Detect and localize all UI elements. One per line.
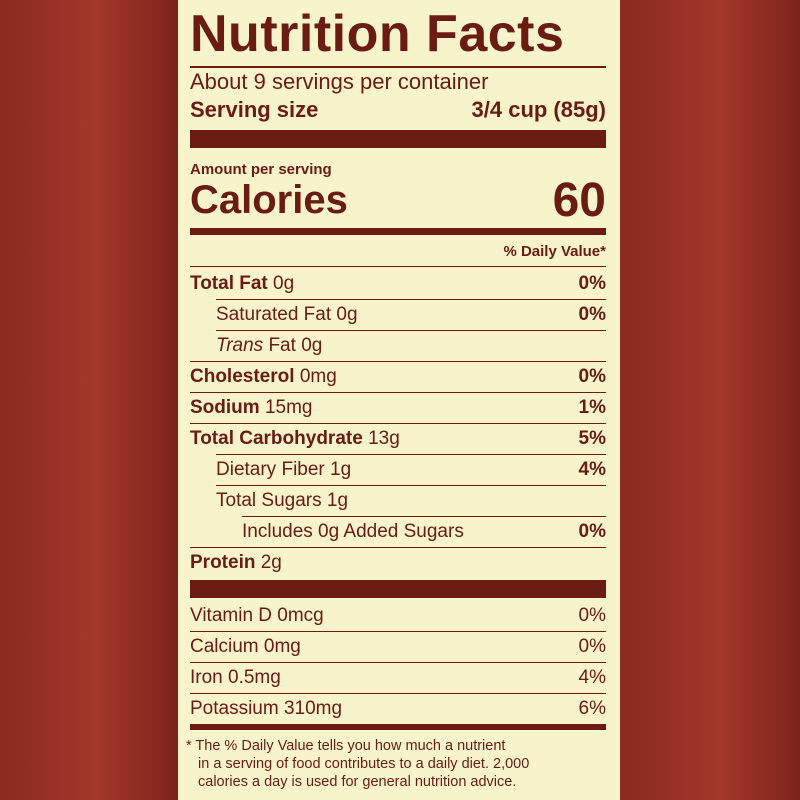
nutrient-amount: 0g bbox=[273, 272, 295, 294]
footnote-line: calories a day is used for general nutri… bbox=[198, 774, 517, 790]
divider bbox=[190, 266, 606, 267]
amount-per-serving: Amount per serving bbox=[190, 161, 332, 178]
label-title: Nutrition Facts bbox=[190, 5, 565, 63]
vitamin-row: Calcium 0mg 0% bbox=[190, 631, 606, 662]
serving-size-value: 3/4 cup (85g) bbox=[471, 97, 606, 122]
nutrient-name: Saturated Fat bbox=[216, 304, 332, 325]
nutrient-name: Includes 0g Added Sugars bbox=[242, 521, 464, 542]
divider-medium bbox=[190, 724, 606, 730]
nutrient-name: Cholesterol bbox=[190, 366, 295, 387]
nutrient-name: Fat bbox=[268, 335, 296, 356]
nutrient-row: Dietary Fiber 1g 4% bbox=[216, 454, 606, 485]
divider-medium bbox=[190, 228, 606, 235]
nutrient-row: Trans Fat 0g bbox=[216, 330, 606, 361]
serving-size: Serving size 3/4 cup (85g) bbox=[190, 97, 606, 123]
nutrient-dv: 0% bbox=[578, 366, 606, 387]
vitamin-row: Potassium 310mg 6% bbox=[190, 693, 606, 724]
nutrient-name: Sodium bbox=[190, 397, 260, 418]
vitamin-name: Vitamin D 0mcg bbox=[190, 604, 324, 626]
footnote-line: in a serving of food contributes to a da… bbox=[198, 756, 530, 772]
servings-per-container: About 9 servings per container bbox=[190, 69, 489, 94]
vitamin-row: Iron 0.5mg 4% bbox=[190, 662, 606, 693]
nutrient-amount: 1g bbox=[330, 459, 352, 480]
vitamin-name: Calcium 0mg bbox=[190, 636, 301, 657]
nutrient-amount: 0mg bbox=[299, 366, 337, 387]
nutrient-name: Total Carbohydrate bbox=[190, 428, 363, 449]
divider-thick bbox=[190, 130, 606, 148]
nutrient-row: Total Fat 0g 0% bbox=[190, 268, 606, 299]
vitamin-dv: 0% bbox=[578, 636, 606, 657]
nutrient-row: Total Sugars 1g bbox=[216, 485, 606, 516]
nutrient-name: Total Fat bbox=[190, 272, 268, 294]
vitamin-name: Potassium 310mg bbox=[190, 698, 343, 719]
vitamin-name: Iron 0.5mg bbox=[190, 667, 281, 688]
nutrient-row: Includes 0g Added Sugars 0% bbox=[242, 516, 606, 547]
vitamin-row: Vitamin D 0mcg 0% bbox=[190, 600, 606, 631]
nutrient-name-italic: Trans bbox=[216, 335, 264, 356]
nutrient-dv: 4% bbox=[578, 459, 606, 480]
nutrient-row: Saturated Fat 0g 0% bbox=[216, 299, 606, 330]
nutrient-dv: 1% bbox=[578, 397, 606, 418]
nutrient-name: Protein bbox=[190, 552, 256, 573]
nutrient-amount: 15mg bbox=[264, 397, 313, 418]
nutrient-row: Total Carbohydrate 13g 5% bbox=[190, 423, 606, 454]
nutrient-dv: 5% bbox=[578, 428, 606, 449]
vitamin-dv: 4% bbox=[578, 667, 606, 688]
nutrient-row: Sodium 15mg 1% bbox=[190, 392, 606, 423]
divider bbox=[190, 66, 606, 68]
nutrient-dv: 0% bbox=[578, 304, 606, 325]
serving-size-label: Serving size bbox=[190, 97, 319, 122]
nutrient-row: Protein 2g bbox=[190, 547, 606, 578]
daily-value-header: % Daily Value* bbox=[503, 243, 606, 260]
nutrient-name: Total Sugars bbox=[216, 490, 322, 511]
nutrient-amount: 1g bbox=[326, 490, 349, 511]
nutrient-amount: 13g bbox=[368, 428, 400, 449]
nutrient-dv: 0% bbox=[578, 521, 606, 542]
nutrient-name: Dietary Fiber bbox=[216, 459, 325, 480]
calories-value: 60 bbox=[552, 173, 606, 227]
footnote-line: * The % Daily Value tells you how much a… bbox=[186, 738, 506, 754]
nutrient-amount: 0g bbox=[301, 335, 323, 356]
calories-row: Calories 60 bbox=[190, 173, 606, 227]
vitamin-dv: 6% bbox=[578, 698, 606, 719]
nutrition-label: Nutrition Facts About 9 servings per con… bbox=[178, 0, 620, 800]
nutrient-dv: 0% bbox=[578, 272, 606, 294]
divider-thick bbox=[190, 580, 606, 598]
vitamin-dv: 0% bbox=[578, 604, 606, 626]
nutrient-amount: 2g bbox=[260, 552, 282, 573]
nutrient-row: Cholesterol 0mg 0% bbox=[190, 361, 606, 392]
nutrient-amount: 0g bbox=[336, 304, 358, 325]
calories-label: Calories bbox=[190, 177, 348, 222]
